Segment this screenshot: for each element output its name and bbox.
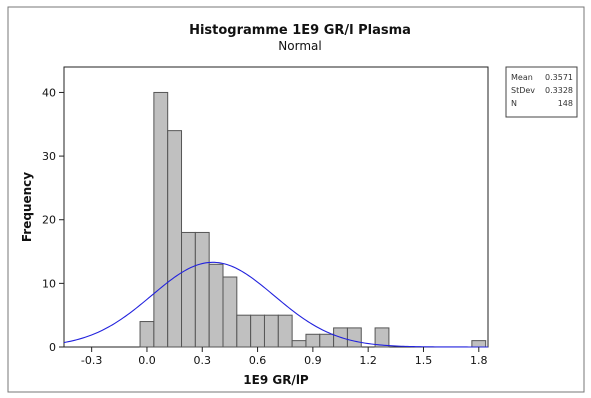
y-axis: 0 10 20 30 40 xyxy=(42,86,64,354)
histogram-bar xyxy=(346,327,362,348)
histogram-bar xyxy=(194,231,210,348)
histogram-bar xyxy=(319,333,335,348)
y-tick-label: 0 xyxy=(49,341,56,354)
histogram-bar xyxy=(277,314,293,348)
stats-label: Mean xyxy=(511,73,533,82)
y-tick-label: 20 xyxy=(42,214,56,227)
bars-group xyxy=(139,91,487,348)
x-tick-label: -0.3 xyxy=(81,354,102,367)
y-axis-label: Frequency xyxy=(20,172,34,242)
y-tick-label: 40 xyxy=(42,86,56,99)
x-axis: -0.3 0.0 0.3 0.6 0.9 1.2 1.5 1.8 xyxy=(81,347,488,367)
x-tick-label: 1.5 xyxy=(415,354,433,367)
y-tick-label: 30 xyxy=(42,150,56,163)
x-tick-label: 0.6 xyxy=(249,354,267,367)
chart-title: Histogramme 1E9 GR/l Plasma xyxy=(189,23,411,38)
histogram-bar xyxy=(263,314,279,348)
stats-value: 0.3571 xyxy=(545,73,573,82)
histogram-bar xyxy=(291,340,307,348)
stats-value: 148 xyxy=(558,99,573,108)
histogram-bar xyxy=(250,314,265,348)
plot-area xyxy=(63,66,489,348)
histogram-bar xyxy=(305,333,321,348)
histogram-bar xyxy=(181,231,196,348)
normal-fit-curve xyxy=(63,261,488,348)
stats-label: N xyxy=(511,99,517,108)
y-tick-label: 10 xyxy=(42,277,56,290)
histogram-bar xyxy=(208,263,224,348)
stats-legend-box xyxy=(505,66,578,118)
histogram-bar xyxy=(236,314,252,348)
x-tick-label: 1.2 xyxy=(359,354,377,367)
x-tick-label: 0.0 xyxy=(138,354,156,367)
histogram-bar xyxy=(139,321,155,348)
x-tick-label: 0.9 xyxy=(304,354,322,367)
chart-subtitle: Normal xyxy=(278,39,321,53)
histogram-bar xyxy=(374,327,390,348)
histogram-bar xyxy=(222,276,238,348)
x-tick-label: 0.3 xyxy=(194,354,212,367)
histogram-bar xyxy=(153,91,169,348)
histogram-bar xyxy=(471,340,487,348)
stats-label: StDev xyxy=(511,86,535,95)
stats-legend: Mean 0.3571 StDev 0.3328 N 148 xyxy=(505,66,578,118)
stats-value: 0.3328 xyxy=(545,86,573,95)
x-tick-label: 1.8 xyxy=(470,354,488,367)
x-axis-label: 1E9 GR/lP xyxy=(243,373,309,387)
histogram-bar xyxy=(167,130,183,348)
